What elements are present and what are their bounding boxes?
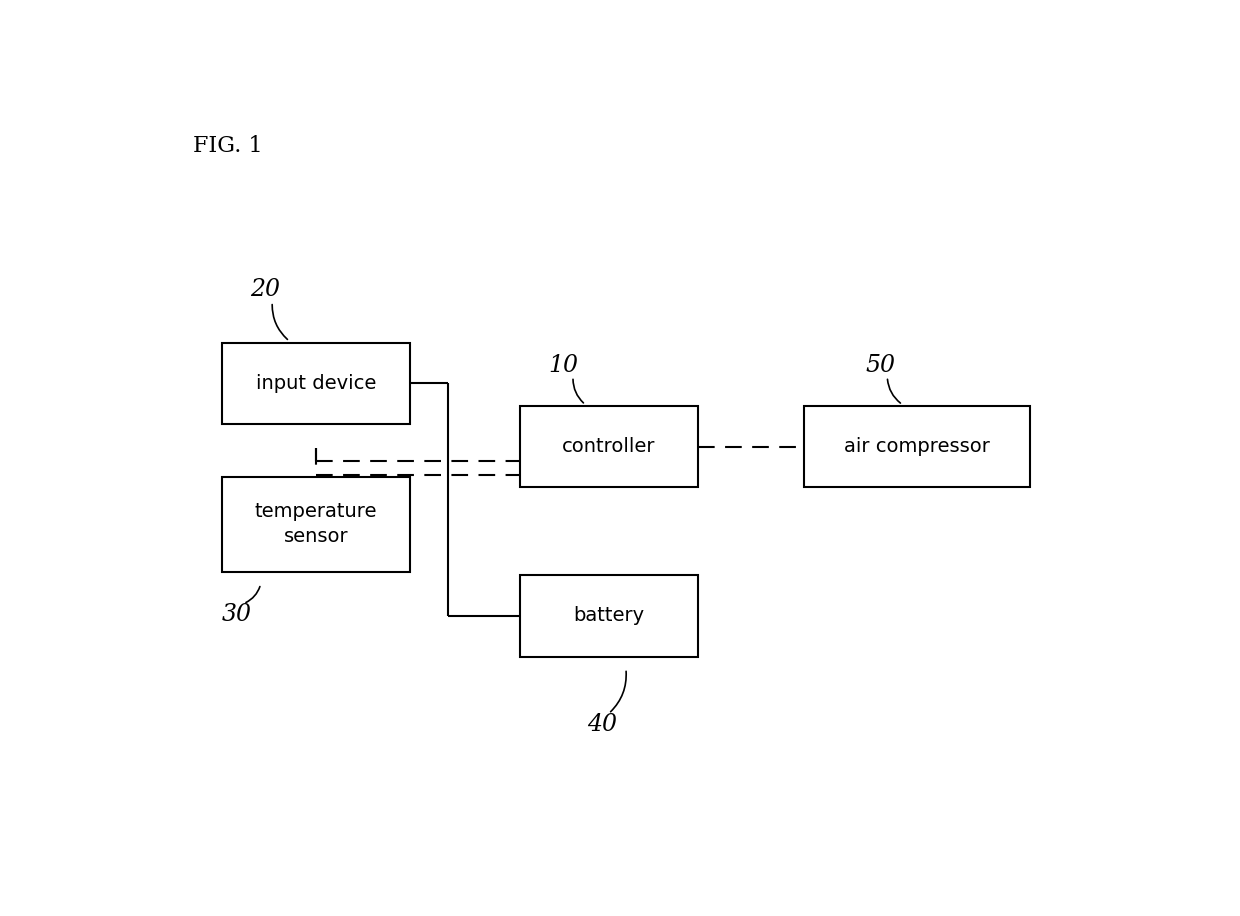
- Bar: [521, 575, 698, 657]
- Bar: [222, 476, 409, 572]
- Text: 40: 40: [587, 714, 616, 736]
- Text: controller: controller: [562, 437, 656, 456]
- Text: FIG. 1: FIG. 1: [193, 135, 263, 157]
- Text: 50: 50: [866, 354, 895, 376]
- Text: battery: battery: [574, 606, 645, 626]
- Text: input device: input device: [255, 374, 376, 393]
- Text: 30: 30: [222, 603, 252, 626]
- Text: air compressor: air compressor: [843, 437, 990, 456]
- Text: temperature
sensor: temperature sensor: [254, 502, 377, 546]
- Bar: [222, 343, 409, 424]
- Text: 20: 20: [250, 278, 280, 301]
- Bar: [804, 406, 1029, 487]
- Text: 10: 10: [548, 354, 578, 376]
- Bar: [521, 406, 698, 487]
